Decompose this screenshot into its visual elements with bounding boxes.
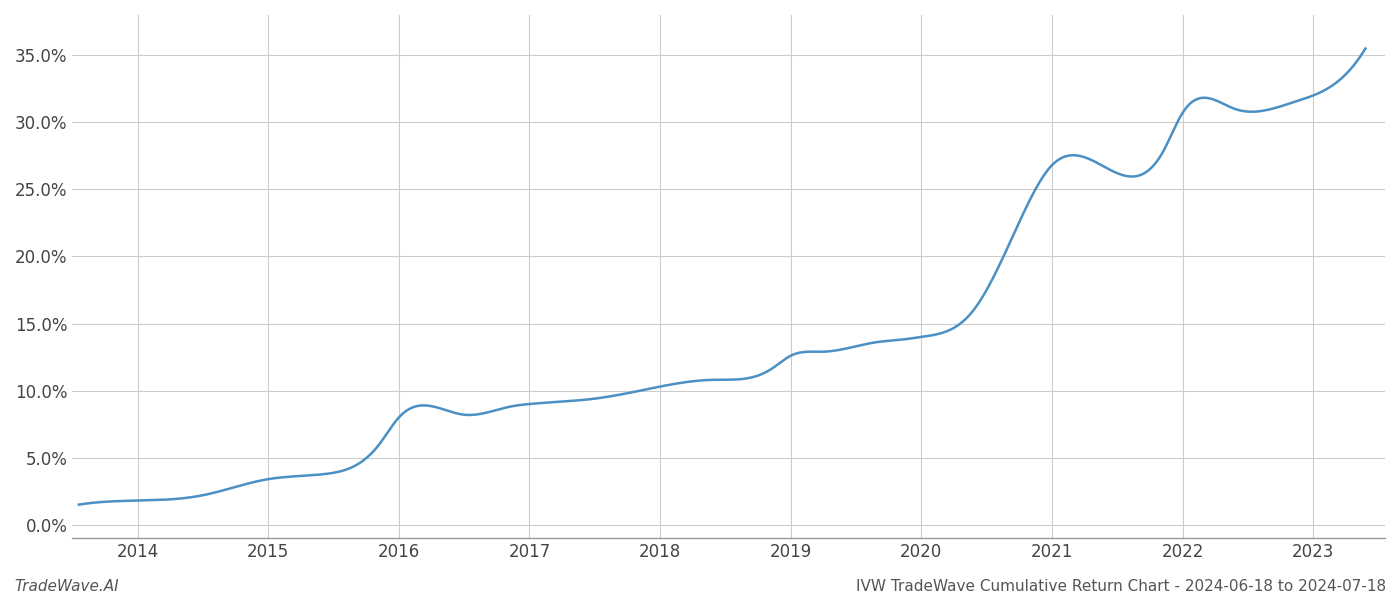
Text: TradeWave.AI: TradeWave.AI (14, 579, 119, 594)
Text: IVW TradeWave Cumulative Return Chart - 2024-06-18 to 2024-07-18: IVW TradeWave Cumulative Return Chart - … (855, 579, 1386, 594)
